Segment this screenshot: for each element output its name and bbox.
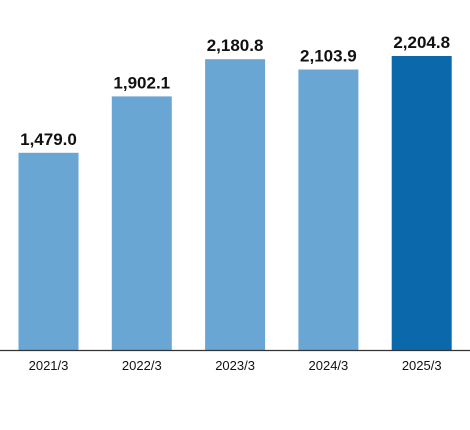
- x-tick-label: 2024/3: [309, 358, 349, 373]
- x-tick-label: 2025/3: [402, 358, 442, 373]
- value-labels-group: 1,479.0 1,902.1 2,180.8 2,103.9 2,204.8: [20, 33, 450, 149]
- x-tick-label: 2022/3: [122, 358, 162, 373]
- bars-group: [18, 56, 452, 351]
- x-tick-label: 2023/3: [215, 358, 255, 373]
- bar-value-label: 1,902.1: [113, 73, 170, 92]
- bar-2024-3: [298, 69, 359, 350]
- x-tick-labels-group: 2021/3 2022/3 2023/3 2024/3 2025/3: [29, 358, 442, 373]
- bar-value-label: 1,479.0: [20, 130, 77, 149]
- bar-value-label: 2,180.8: [207, 36, 264, 55]
- x-tick-label: 2021/3: [29, 358, 69, 373]
- bar-2022-3: [111, 96, 172, 351]
- bar-2023-3: [205, 59, 266, 350]
- bar-2021-3: [18, 152, 79, 350]
- bar-2025-3: [391, 56, 452, 350]
- bar-value-label: 2,103.9: [300, 47, 357, 66]
- bar-value-label: 2,204.8: [393, 33, 450, 52]
